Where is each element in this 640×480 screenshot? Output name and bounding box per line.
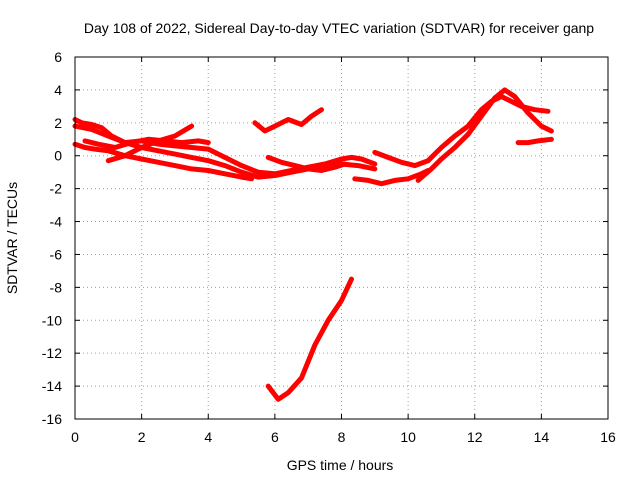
chart-title: Day 108 of 2022, Sidereal Day-to-day VTE… [84,20,594,36]
series-line-arc-9 [352,168,431,187]
x-tick-label: 16 [600,429,616,445]
y-tick-label: -12 [42,345,62,361]
y-tick-label: 6 [54,49,62,65]
series-line-arc-12 [515,136,554,146]
series-line-arc-10 [372,94,551,169]
x-tick-label: 14 [534,429,550,445]
series-line-arc-5 [82,136,211,150]
x-tick-label: 12 [467,429,483,445]
series-line-arc-1 [72,141,255,182]
x-tick-label: 0 [71,429,79,445]
y-tick-label: -2 [50,181,63,197]
y-tick-label: 2 [54,115,62,131]
y-tick-label: -14 [42,378,62,394]
y-axis-title: SDTVAR / TECUs [4,182,20,294]
y-tick-label: -6 [50,246,63,262]
x-tick-label: 6 [271,429,279,445]
x-tick-label: 4 [204,429,212,445]
y-tick-label: 4 [54,82,62,98]
plot-frame [74,56,609,420]
grid [75,57,608,419]
series-line-arc-7 [265,276,354,402]
y-tick-label: -4 [50,214,63,230]
series-line-arc-8 [265,154,348,173]
series-line-arc-6 [252,107,324,134]
y-tick-label: -8 [50,279,63,295]
y-tick-label: -10 [42,312,62,328]
axis-ticks: 0 2 4 6 8 10 12 14 16 6 4 2 0 -2 -4 -6 -8 -10 -12 -14 -16 [42,49,616,445]
x-tick-label: 2 [138,429,146,445]
y-tick-label: -16 [42,411,62,427]
series-line-arc-4 [105,123,195,164]
series-line-arc-11 [415,87,554,183]
y-tick-label: 0 [54,148,62,164]
x-tick-label: 8 [338,429,346,445]
x-axis-title: GPS time / hours [287,457,394,473]
x-tick-label: 10 [400,429,416,445]
series-group [72,87,554,402]
